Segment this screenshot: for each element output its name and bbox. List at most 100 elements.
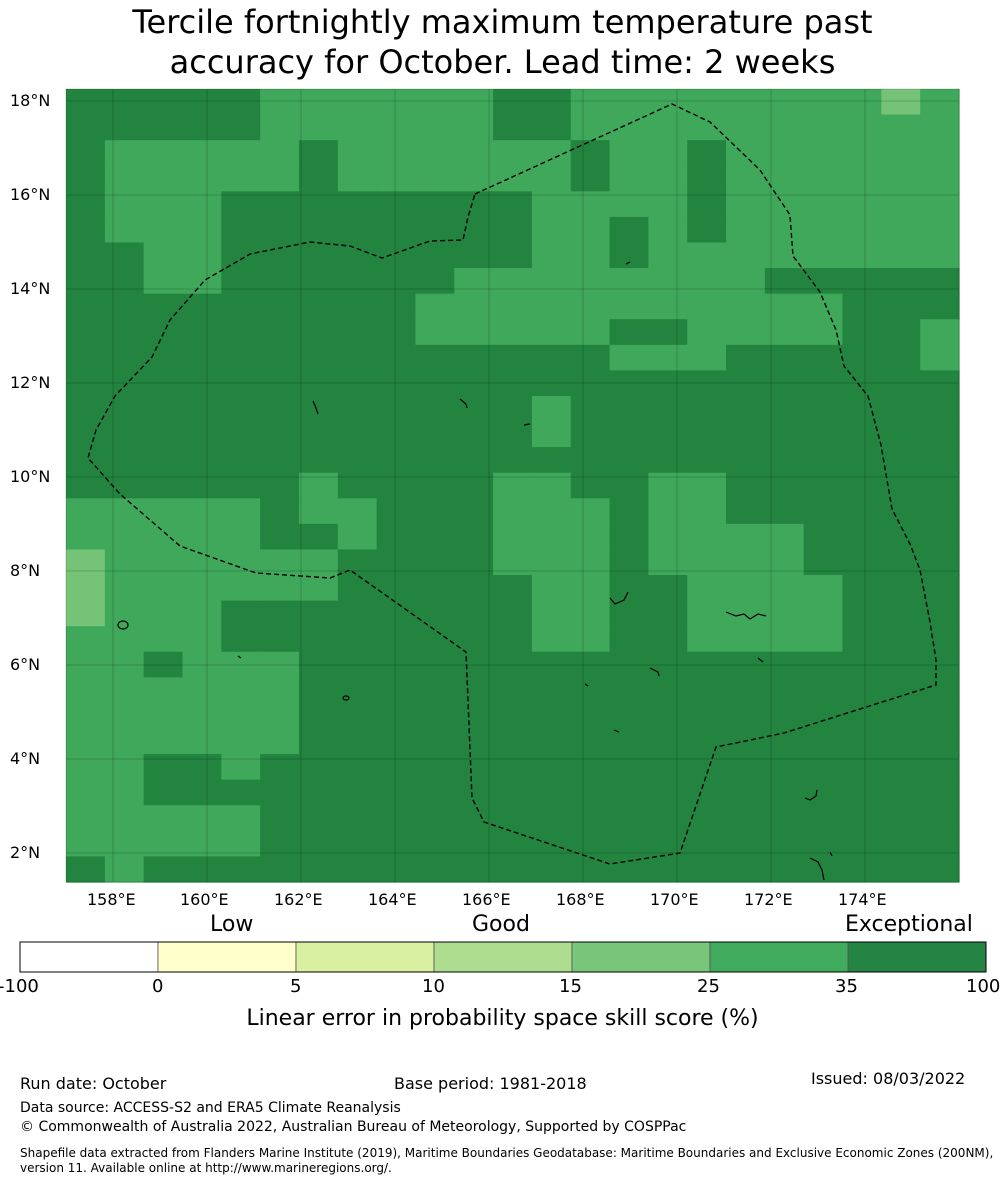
skill-cell <box>337 293 378 320</box>
skill-cell <box>881 370 921 397</box>
skill-cell <box>221 830 261 858</box>
skill-cell <box>66 472 106 499</box>
skill-cell <box>415 319 455 346</box>
skill-cell <box>803 344 844 371</box>
skill-cell <box>881 728 921 755</box>
skill-cell <box>881 242 921 269</box>
skill-cell <box>337 523 378 551</box>
skill-cell <box>221 447 261 474</box>
skill-cell <box>726 319 766 346</box>
lon-label: 166°E <box>462 890 511 909</box>
skill-cell <box>687 498 727 525</box>
skill-cell <box>221 216 261 244</box>
skill-cell <box>609 242 649 269</box>
skill-cell <box>687 779 727 806</box>
skill-cell <box>881 677 921 704</box>
skill-cell <box>881 549 921 576</box>
skill-cell <box>298 140 339 167</box>
skill-cell <box>687 677 727 704</box>
skill-cell <box>376 89 417 116</box>
skill-cell <box>764 447 805 474</box>
skill-cell <box>298 395 339 423</box>
skill-cell <box>842 651 882 678</box>
skill-cell <box>881 498 921 525</box>
skill-cell <box>143 472 184 499</box>
skill-cell <box>376 754 417 781</box>
skill-cell <box>104 805 145 832</box>
skill-cell <box>298 805 339 832</box>
skill-cell <box>104 600 145 627</box>
skill-cell <box>454 856 494 883</box>
skill-cell <box>376 421 417 448</box>
skill-cell <box>687 600 727 627</box>
skill-cell <box>570 242 611 269</box>
skill-cell <box>881 140 921 167</box>
skill-cell <box>104 140 145 167</box>
skill-cell <box>182 677 222 704</box>
skill-cell <box>648 395 688 423</box>
skill-cell <box>182 779 222 806</box>
skill-cell <box>609 805 649 832</box>
skill-cell <box>415 702 455 730</box>
skill-cell <box>842 626 882 653</box>
skill-cell <box>648 89 688 116</box>
skill-cell <box>881 856 921 883</box>
skill-cell <box>531 830 572 858</box>
skill-cell <box>182 447 222 474</box>
skill-cell <box>493 830 533 858</box>
skill-cell <box>337 268 378 295</box>
copyright: © Commonwealth of Australia 2022, Austra… <box>20 1119 687 1135</box>
skill-cell <box>454 830 494 858</box>
skill-cell <box>221 472 261 499</box>
skill-cell <box>648 677 688 704</box>
skill-cell <box>609 447 649 474</box>
shapefile-credit: Shapefile data extracted from Flanders M… <box>20 1146 994 1175</box>
skill-cell <box>298 165 339 192</box>
skill-cell <box>415 779 455 806</box>
skill-cell <box>648 651 688 678</box>
skill-cell <box>104 523 145 551</box>
skill-cell <box>570 344 611 371</box>
skill-cell <box>337 191 378 218</box>
skill-cell <box>182 600 222 627</box>
skill-cell <box>454 268 494 295</box>
skill-cell <box>143 165 184 192</box>
skill-cell <box>570 856 611 883</box>
skill-cell <box>531 395 572 423</box>
skill-cell <box>221 268 261 295</box>
skill-cell <box>104 728 145 755</box>
skill-cell <box>920 242 960 269</box>
colorbar-border <box>19 941 987 973</box>
skill-cell <box>66 165 106 192</box>
skill-cell <box>415 268 455 295</box>
skill-cell <box>415 754 455 781</box>
skill-cell <box>803 319 844 346</box>
skill-cell <box>842 523 882 551</box>
skill-cell <box>376 395 417 423</box>
skill-cell <box>182 575 222 602</box>
skill-cell <box>803 830 844 858</box>
skill-cell <box>648 830 688 858</box>
skill-cell <box>260 89 300 116</box>
skill-cell <box>803 651 844 678</box>
skill-cell <box>376 447 417 474</box>
skill-cell <box>842 575 882 602</box>
skill-cell <box>803 600 844 627</box>
skill-cell <box>337 805 378 832</box>
skill-cell <box>454 421 494 448</box>
skill-cell <box>531 549 572 576</box>
issued-date: Issued: 08/03/2022 <box>811 1069 966 1088</box>
skill-cell <box>66 702 106 730</box>
skill-cell <box>415 472 455 499</box>
skill-cell <box>803 140 844 167</box>
skill-cell <box>260 242 300 269</box>
skill-cell <box>182 242 222 269</box>
skill-cell <box>493 140 533 167</box>
skill-cell <box>221 498 261 525</box>
skill-cell <box>920 191 960 218</box>
skill-cell <box>376 370 417 397</box>
skill-cell <box>842 805 882 832</box>
skill-cell <box>415 114 455 141</box>
skill-cell <box>337 600 378 627</box>
skill-cell <box>376 293 417 320</box>
